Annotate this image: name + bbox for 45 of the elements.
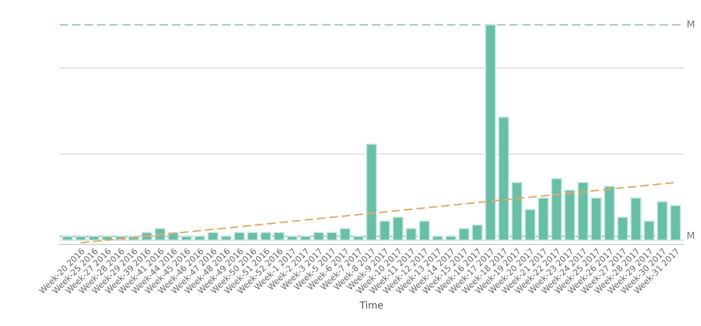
bar [379, 220, 390, 241]
bar [484, 24, 496, 241]
bar [313, 232, 324, 241]
bar [617, 216, 628, 241]
bar [511, 182, 522, 241]
bar [392, 216, 404, 241]
bar [234, 232, 245, 241]
bar [472, 224, 483, 241]
ref-line-label: M [688, 232, 694, 239]
bar [273, 232, 285, 241]
bar [458, 228, 470, 241]
bar [578, 182, 589, 241]
bar [340, 228, 351, 241]
bar [366, 144, 378, 241]
bar [260, 232, 272, 241]
bar [75, 236, 86, 241]
bar [154, 228, 166, 241]
bar [644, 220, 655, 241]
bar [418, 220, 430, 241]
bar [524, 208, 536, 241]
bar [247, 232, 258, 241]
bar [445, 236, 456, 241]
bar [432, 236, 444, 241]
bar [300, 236, 311, 241]
bar [538, 197, 549, 241]
bar [564, 190, 576, 241]
bar [590, 197, 602, 241]
bar [194, 236, 206, 241]
bar [670, 204, 682, 241]
bar [352, 236, 364, 241]
bar [207, 232, 218, 241]
bar [406, 228, 417, 241]
bar [326, 232, 338, 241]
bar [630, 197, 642, 241]
x-axis-title: Time [360, 301, 383, 309]
ref-line-label: M [688, 20, 694, 28]
bar [286, 236, 298, 241]
bar [62, 236, 74, 241]
bar [604, 186, 615, 241]
bar [220, 236, 232, 241]
bar [498, 116, 510, 241]
bar [88, 236, 100, 241]
bar [656, 201, 668, 241]
bar [551, 178, 562, 241]
bar [180, 236, 192, 241]
